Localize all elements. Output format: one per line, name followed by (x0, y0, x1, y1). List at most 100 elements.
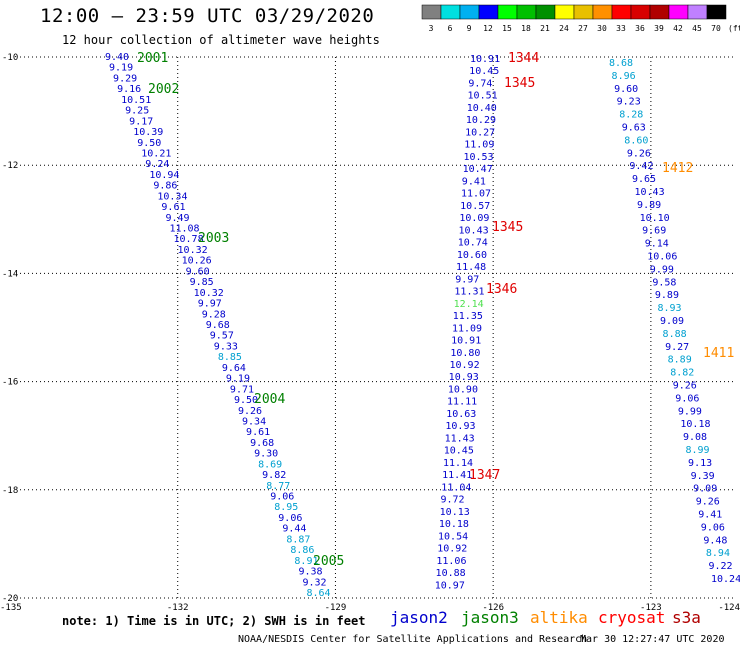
swh-value: 10.39 (133, 127, 163, 138)
legend-s3a: s3a (672, 608, 701, 627)
footer-note: note: 1) Time is in UTC; 2) SWH is in fe… (62, 614, 366, 628)
chart-title: 12:00 – 23:59 UTC 03/29/2020 (40, 5, 375, 27)
swh-value: 9.64 (222, 363, 246, 374)
swh-value: 10.90 (448, 384, 478, 395)
pass-label: 1345 (504, 76, 535, 91)
swh-value: 9.42 (629, 161, 653, 172)
swh-value: 9.26 (238, 406, 262, 417)
swh-value: 9.82 (262, 470, 286, 481)
colorbar-label: 12 (483, 24, 493, 33)
swh-value: 9.41 (462, 176, 486, 187)
colorbar-label: 9 (467, 24, 472, 33)
y-tick-label: -14 (2, 269, 18, 279)
swh-value: 9.74 (468, 78, 492, 89)
swh-value: 9.57 (210, 331, 234, 342)
swh-value: 8.28 (619, 110, 643, 121)
swh-value: 12.14 (454, 299, 484, 310)
y-tick-label: -16 (2, 378, 18, 388)
pass-label: 1412 (662, 161, 693, 176)
swh-value: 9.27 (665, 342, 689, 353)
swh-value: 10.32 (178, 245, 208, 256)
swh-value: 8.93 (657, 303, 681, 314)
colorbar-swatch (630, 4, 651, 20)
swh-value: 8.87 (286, 534, 310, 545)
swh-value: 9.14 (645, 239, 669, 250)
colorbar-swatch (459, 4, 480, 20)
swh-value: 10.06 (647, 252, 677, 263)
swh-value: 10.54 (438, 531, 468, 542)
swh-value: 10.18 (439, 519, 469, 530)
swh-value: 8.94 (706, 548, 730, 559)
pass-label: 1347 (469, 468, 500, 483)
y-tick-label: -20 (2, 594, 18, 604)
colorbar-swatch (421, 4, 442, 20)
swh-value: 9.06 (675, 393, 699, 404)
swh-value: 9.69 (642, 226, 666, 237)
x-tick-label: -124 (718, 603, 740, 613)
swh-value: 9.68 (250, 438, 274, 449)
swh-value: 8.99 (686, 445, 710, 456)
swh-value: 11.48 (456, 262, 486, 273)
swh-value: 9.60 (186, 266, 210, 277)
colorbar-swatch (440, 4, 461, 20)
swh-value: 9.72 (440, 495, 464, 506)
swh-value: 10.97 (435, 580, 465, 591)
swh-value: 9.99 (650, 264, 674, 275)
colorbar-label: 70 (711, 24, 721, 33)
swh-value: 10.45 (444, 446, 474, 457)
swh-value: 9.16 (117, 84, 141, 95)
swh-value: 10.24 (711, 574, 740, 585)
swh-value: 8.82 (670, 368, 694, 379)
pass-label: 1344 (508, 51, 539, 66)
colorbar-label: 36 (635, 24, 645, 33)
colorbar-swatch (516, 4, 537, 20)
swh-value: 9.09 (660, 316, 684, 327)
swh-value: 10.57 (460, 201, 490, 212)
swh-value: 10.91 (470, 54, 500, 65)
swh-value: 8.95 (274, 502, 298, 513)
colorbar-label: 15 (502, 24, 512, 33)
swh-value: 9.61 (246, 427, 270, 438)
colorbar-label: 3 (429, 24, 434, 33)
swh-value: 9.71 (230, 384, 254, 395)
swh-value: 10.51 (121, 95, 151, 106)
swh-value: 9.09 (693, 484, 717, 495)
legend-altika: altika (530, 608, 588, 627)
swh-value: 9.61 (161, 202, 185, 213)
swh-value: 9.08 (683, 432, 707, 443)
colorbar-swatch (687, 4, 708, 20)
swh-value: 8.96 (612, 71, 636, 82)
swh-value: 10.09 (459, 213, 489, 224)
colorbar-swatch (592, 4, 613, 20)
swh-value: 9.39 (691, 471, 715, 482)
pass-label: 1411 (703, 346, 734, 361)
swh-value: 10.40 (467, 103, 497, 114)
swh-value: 9.19 (226, 374, 250, 385)
swh-value: 8.69 (258, 459, 282, 470)
swh-value: 9.26 (627, 148, 651, 159)
swh-value: 11.11 (447, 397, 477, 408)
x-tick-label: -126 (482, 603, 504, 613)
swh-value: 9.28 (202, 309, 226, 320)
swh-value: 11.35 (453, 311, 483, 322)
colorbar-label: 30 (597, 24, 607, 33)
swh-value: 11.06 (436, 556, 466, 567)
swh-value: 8.77 (266, 481, 290, 492)
swh-value: 8.86 (290, 545, 314, 556)
swh-value: 8.60 (624, 135, 648, 146)
swh-value: 8.68 (609, 58, 633, 69)
swh-value: 10.91 (451, 336, 481, 347)
swh-value: 8.91 (294, 556, 318, 567)
swh-value: 9.49 (165, 213, 189, 224)
swh-value: 10.93 (449, 372, 479, 383)
colorbar-swatch (649, 4, 670, 20)
y-tick-label: -18 (2, 486, 18, 496)
colorbar-swatch (668, 4, 689, 20)
swh-value: 10.32 (194, 288, 224, 299)
swh-value: 9.30 (254, 449, 278, 460)
swh-value: 9.33 (214, 341, 238, 352)
swh-value: 9.06 (278, 513, 302, 524)
swh-value: 10.92 (450, 360, 480, 371)
swh-value: 9.06 (701, 522, 725, 533)
